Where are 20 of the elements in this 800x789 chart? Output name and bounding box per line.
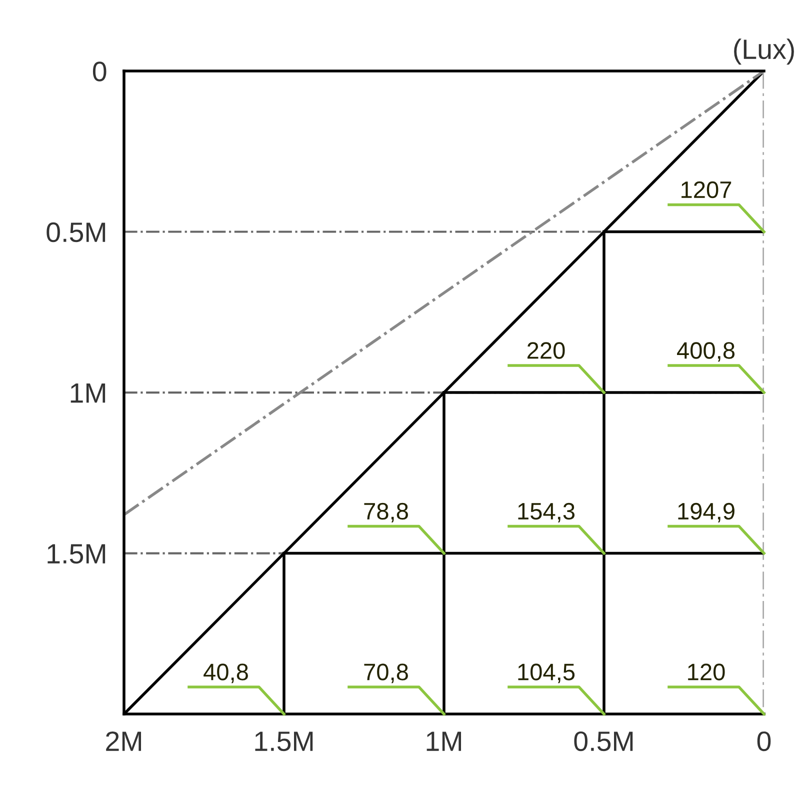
annotation: 78,8 [364,502,408,522]
y-tick-label: 1.5M [48,544,106,564]
annotation: 40,8 [204,664,248,684]
x-tick-label: 1.5M [255,732,313,752]
annotation: 220 [527,342,565,359]
annotation: 104,5 [518,664,575,684]
y-tick-label: 0.5M [46,222,106,242]
x-tick-label: 0.5M [574,731,633,752]
x-tick-label: 1M [426,732,462,751]
annotation: 194,9 [678,502,734,522]
text: (Lux) [734,38,794,65]
y-tick-label: 1M [70,383,106,403]
annotation: 1207 [682,181,732,198]
y-tick-label: 0 [92,62,106,82]
annotation: 154,3 [518,502,575,522]
annotation: 70,8 [364,664,408,684]
x-tick-label: 0 [757,731,771,752]
annotation: 120 [688,664,725,680]
annotation: 400,8 [677,342,735,362]
x-tick-label: 2M [106,731,142,751]
